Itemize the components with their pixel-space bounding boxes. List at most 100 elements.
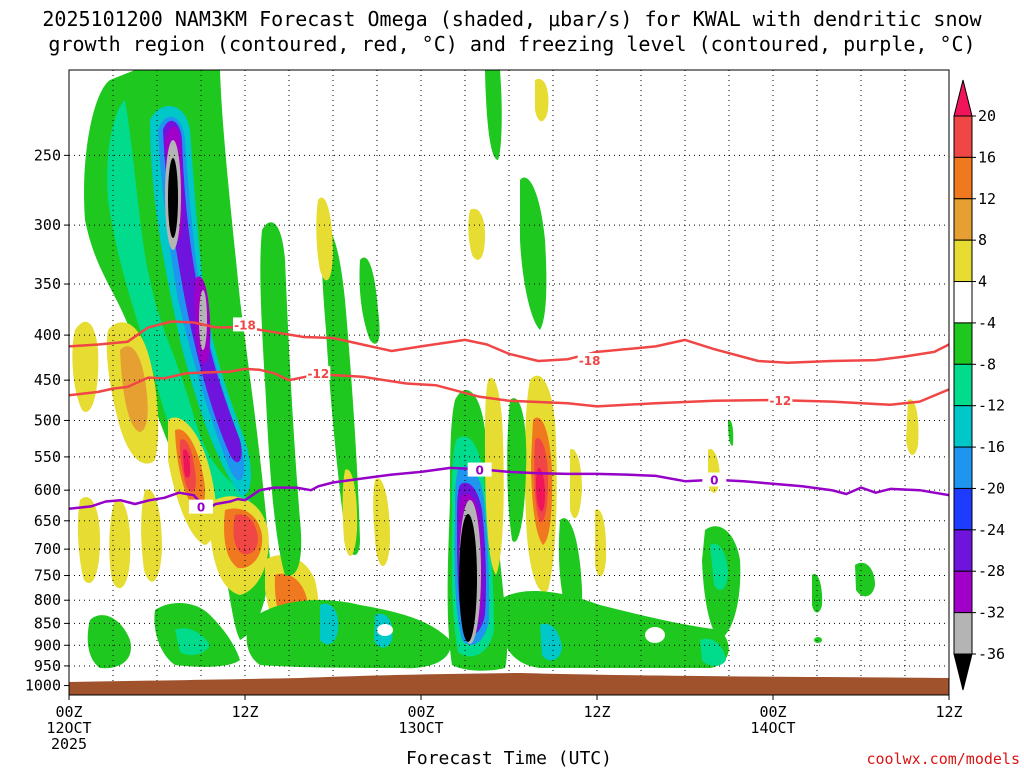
shade-yellow-13b xyxy=(535,79,549,122)
contour-label-bg xyxy=(577,352,602,367)
chart-title-line-1: 2025101200 NAM3KM Forecast Omega (shaded… xyxy=(42,7,982,31)
shade-yellow-col-19z xyxy=(342,469,358,557)
colorbar-swatch xyxy=(953,405,973,448)
contour-minus18 xyxy=(69,320,949,365)
y-axis: 250 300 350 400 450 500 550 600 650 700 750 800 850 9… xyxy=(25,146,69,695)
colorbar-swatch xyxy=(953,487,973,531)
colorbar-swatch xyxy=(953,529,973,572)
colorbar-bottom-arrow xyxy=(953,653,973,691)
shade-red-700 xyxy=(233,514,258,555)
colorbar-label: -28 xyxy=(978,562,1005,580)
shade-yellow-left-3 xyxy=(77,496,100,584)
colorbar-label: 4 xyxy=(978,273,987,291)
temperature-contours xyxy=(69,320,949,512)
colorbar-swatch xyxy=(953,156,973,200)
contour-label-bg xyxy=(467,462,492,477)
colorbar-swatch xyxy=(953,322,973,365)
shade-green-low-1 xyxy=(87,615,131,669)
y-tick-label: 500 xyxy=(34,411,61,429)
y-tick-label: 900 xyxy=(34,636,61,654)
colorbar-label: -16 xyxy=(978,438,1005,456)
shade-yellow-14e xyxy=(906,399,919,456)
shade-gray-core-2 xyxy=(199,290,207,350)
contour-label-minus12: -12 xyxy=(307,367,329,381)
y-tick-label: 400 xyxy=(34,326,61,344)
shade-yellow-13-low xyxy=(485,377,504,575)
terrain-band xyxy=(69,673,949,695)
contour-label-bg xyxy=(189,499,213,514)
shade-yellow-left-5 xyxy=(141,489,162,582)
plot-frame xyxy=(68,69,950,696)
x-tick-label: 00Z xyxy=(55,703,82,721)
shade-green-top-13 xyxy=(485,70,502,160)
shade-yellow-13d xyxy=(595,509,607,577)
y-tick-label: 750 xyxy=(34,567,61,585)
y-tick-label: 250 xyxy=(34,146,61,164)
contour-label-bg xyxy=(233,317,257,332)
shade-cyan-low-mid xyxy=(320,603,339,645)
colorbar-swatch xyxy=(953,446,973,489)
shade-green-14c xyxy=(812,574,823,613)
shade-green-col-13d xyxy=(558,518,583,624)
x-tick-label: 13OCT xyxy=(398,719,443,737)
shade-green-col-13c xyxy=(507,398,527,542)
y-tick-label: 850 xyxy=(34,614,61,632)
shade-green-14d xyxy=(855,562,875,597)
x-axis-label: Forecast Time (UTC) xyxy=(406,748,612,768)
colorbar-top-arrow xyxy=(953,79,973,117)
x-tick-label: 12Z xyxy=(935,703,962,721)
contour-label-zero_a: 0 xyxy=(710,473,718,487)
contour-labels: -18 -18 -12 -12 0 0 0 xyxy=(189,317,793,515)
contour-label-bg xyxy=(768,392,793,407)
colorbar-swatch xyxy=(953,570,973,614)
contour-label-bg xyxy=(306,366,331,381)
x-tick-label: 14OCT xyxy=(750,719,795,737)
colorbar-label: 12 xyxy=(978,190,996,208)
colorbar-label: -36 xyxy=(978,645,1005,663)
x-tick-label: 12OCT xyxy=(46,719,91,737)
colorbar-label: -12 xyxy=(978,397,1005,415)
x-tick-label: 00Z xyxy=(407,703,434,721)
shade-yellow-left-4 xyxy=(109,499,131,589)
shade-white-hole-2 xyxy=(645,627,665,643)
colorbar-swatch xyxy=(953,115,973,158)
shade-yellow-col-17z xyxy=(316,197,333,281)
contour-label-bg xyxy=(702,472,727,487)
colorbar-swatch xyxy=(953,198,973,241)
colorbar-label: -8 xyxy=(978,355,996,373)
shade-pink-col xyxy=(535,467,545,512)
shade-teal-14a xyxy=(710,543,728,590)
y-tick-label: 950 xyxy=(34,657,61,675)
x-tick-label: 12Z xyxy=(231,703,258,721)
contour-label-minus12: -12 xyxy=(769,394,791,408)
colorbar-label: -32 xyxy=(978,604,1005,622)
colorbar-label: 16 xyxy=(978,148,996,166)
colorbar-label: 20 xyxy=(978,107,996,125)
colorbar-swatch xyxy=(953,363,973,407)
shade-teal-low-13r xyxy=(540,623,562,661)
shade-teal-low-2 xyxy=(175,628,210,656)
shade-green-dot xyxy=(814,637,822,643)
x-tick-label: 2025 xyxy=(51,735,87,753)
contour-minus12 xyxy=(69,367,949,408)
colorbar-swatch xyxy=(953,281,973,324)
shade-yellow-13c xyxy=(570,449,582,519)
shade-white-hole-1 xyxy=(377,624,393,636)
colorbar: 20 16 12 8 4 -4 -8 -12 -16 -20 -24 -28 -32 -36 xyxy=(953,79,1005,691)
colorbar-swatch xyxy=(953,239,973,283)
y-tick-label: 450 xyxy=(34,371,61,389)
y-tick-label: 550 xyxy=(34,448,61,466)
shade-green-col-20z xyxy=(359,257,380,344)
chart-title-line-2: growth region (contoured, red, °C) and f… xyxy=(48,32,975,56)
contour-label-minus18: -18 xyxy=(579,354,601,368)
y-tick-label: 350 xyxy=(34,275,61,293)
contour-label-minus18: -18 xyxy=(234,318,256,332)
shade-green-col-13b xyxy=(520,177,547,330)
vertical-gridlines xyxy=(112,70,906,695)
credit-text: coolwx.com/models xyxy=(866,750,1020,768)
colorbar-swatch xyxy=(953,612,973,655)
colorbar-label: -4 xyxy=(978,314,996,332)
x-tick-label: 00Z xyxy=(759,703,786,721)
